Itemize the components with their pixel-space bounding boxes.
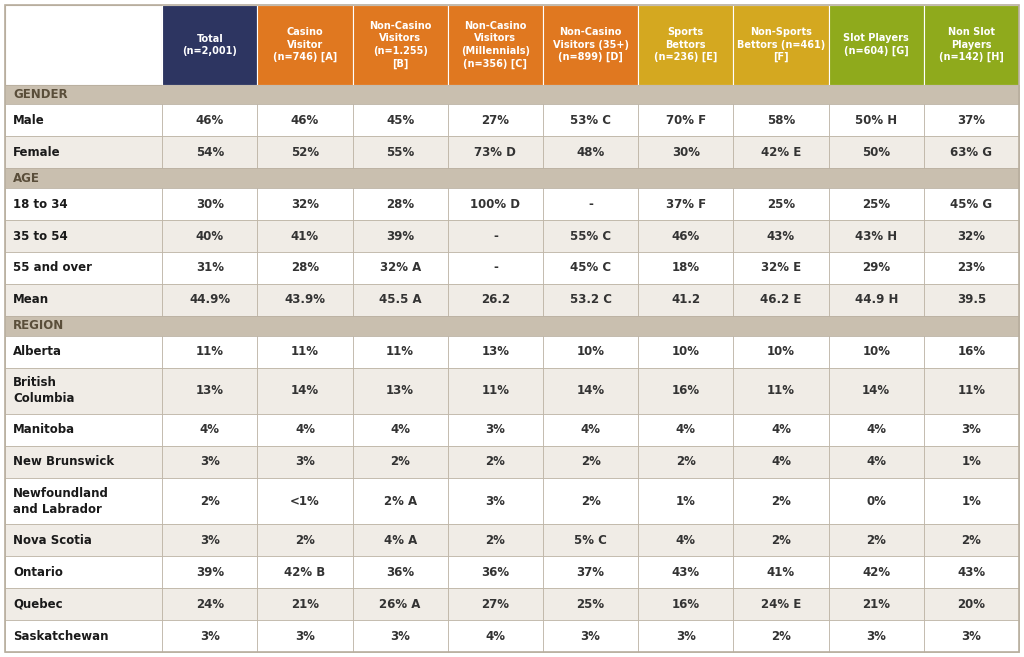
Text: 11%: 11% [386, 345, 414, 358]
Text: Ontario: Ontario [13, 566, 62, 579]
Text: 3%: 3% [581, 629, 600, 643]
Text: Total
(n=2,001): Total (n=2,001) [182, 34, 238, 56]
Bar [352, 414, 447, 446]
Bar [352, 478, 447, 524]
Text: 41.2: 41.2 [671, 294, 700, 306]
Text: 44.9 H: 44.9 H [854, 294, 898, 306]
Bar [257, 414, 352, 446]
Text: 4%: 4% [866, 424, 886, 436]
Text: 3%: 3% [295, 455, 315, 468]
Text: Non-Sports
Bettors (n=461)
[F]: Non-Sports Bettors (n=461) [F] [737, 27, 825, 62]
Text: 1%: 1% [962, 495, 981, 508]
Text: British
Columbia: British Columbia [13, 376, 75, 405]
Bar [638, 620, 733, 652]
Text: 50%: 50% [862, 146, 890, 159]
Bar [733, 5, 828, 85]
Text: 4%: 4% [866, 455, 886, 468]
Bar [638, 188, 733, 220]
Bar [638, 220, 733, 252]
Text: 41%: 41% [291, 229, 319, 242]
Bar [733, 556, 828, 588]
Text: Quebec: Quebec [13, 598, 62, 610]
Bar [257, 446, 352, 478]
Text: 32% E: 32% E [761, 261, 801, 275]
Text: 31%: 31% [196, 261, 224, 275]
Text: 41%: 41% [767, 566, 795, 579]
Text: 11%: 11% [767, 384, 795, 397]
Bar [447, 368, 543, 414]
Bar [924, 284, 1019, 316]
Text: 2%: 2% [676, 455, 695, 468]
Text: 5% C: 5% C [574, 533, 607, 547]
Bar [828, 414, 924, 446]
Bar [543, 414, 638, 446]
Bar [638, 368, 733, 414]
Text: 3%: 3% [676, 629, 695, 643]
Text: 4%: 4% [676, 424, 695, 436]
Text: 2% A: 2% A [384, 495, 417, 508]
Text: 14%: 14% [862, 384, 890, 397]
Text: 58%: 58% [767, 114, 795, 127]
Bar [924, 556, 1019, 588]
Text: Mean: Mean [13, 294, 49, 306]
Bar [447, 104, 543, 137]
Text: 36%: 36% [386, 566, 415, 579]
Bar [828, 104, 924, 137]
Text: 1%: 1% [676, 495, 695, 508]
Bar [5, 588, 162, 620]
Text: Sports
Bettors
(n=236) [E]: Sports Bettors (n=236) [E] [654, 27, 718, 62]
Text: 24%: 24% [196, 598, 224, 610]
Text: 45%: 45% [386, 114, 415, 127]
Text: 14%: 14% [577, 384, 604, 397]
Text: 39%: 39% [386, 229, 415, 242]
Text: Alberta: Alberta [13, 345, 62, 358]
Bar [447, 478, 543, 524]
Bar [352, 524, 447, 556]
Bar [638, 414, 733, 446]
Text: 30%: 30% [672, 146, 699, 159]
Bar [733, 620, 828, 652]
Text: Newfoundland
and Labrador: Newfoundland and Labrador [13, 487, 109, 516]
Text: 42% B: 42% B [285, 566, 326, 579]
Text: 2%: 2% [771, 629, 791, 643]
Bar [733, 252, 828, 284]
Bar [5, 168, 1019, 188]
Bar [257, 252, 352, 284]
Bar [162, 620, 257, 652]
Text: 32%: 32% [291, 198, 318, 211]
Text: 29%: 29% [862, 261, 890, 275]
Text: 35 to 54: 35 to 54 [13, 229, 68, 242]
Bar [924, 137, 1019, 168]
Bar [543, 336, 638, 368]
Text: 1%: 1% [962, 455, 981, 468]
Text: 70% F: 70% F [666, 114, 706, 127]
Bar [447, 188, 543, 220]
Bar [162, 220, 257, 252]
Bar [162, 524, 257, 556]
Text: 27%: 27% [481, 114, 509, 127]
Text: <1%: <1% [290, 495, 319, 508]
Text: 28%: 28% [386, 198, 415, 211]
Text: 20%: 20% [957, 598, 985, 610]
Bar [924, 5, 1019, 85]
Text: 13%: 13% [481, 345, 509, 358]
Text: 2%: 2% [581, 455, 600, 468]
Text: 4%: 4% [390, 424, 411, 436]
Text: 4%: 4% [581, 424, 601, 436]
Text: 100% D: 100% D [470, 198, 520, 211]
Text: 2%: 2% [962, 533, 981, 547]
Text: 2%: 2% [485, 533, 505, 547]
Text: Non-Casino
Visitors
(n=1.255)
[B]: Non-Casino Visitors (n=1.255) [B] [369, 21, 431, 68]
Bar [352, 104, 447, 137]
Bar [352, 446, 447, 478]
Text: 2%: 2% [295, 533, 315, 547]
Text: 50% H: 50% H [855, 114, 897, 127]
Text: 37% F: 37% F [666, 198, 706, 211]
Text: 3%: 3% [390, 629, 411, 643]
Bar [828, 137, 924, 168]
Text: 40%: 40% [196, 229, 224, 242]
Text: 28%: 28% [291, 261, 319, 275]
Bar [5, 220, 162, 252]
Text: 25%: 25% [767, 198, 795, 211]
Text: 4%: 4% [771, 424, 791, 436]
